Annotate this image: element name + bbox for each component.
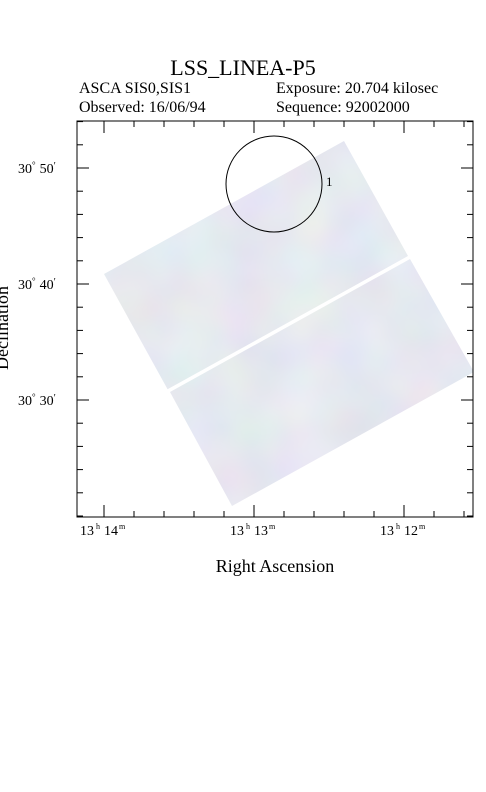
plot-frame: [76, 120, 474, 518]
y-axis-label: Declination: [0, 286, 12, 370]
x-tick-label: 13 h 12m: [380, 522, 426, 539]
sis-chip-upper: [104, 141, 408, 390]
sis-chip-lower: [170, 259, 473, 506]
instrument-label: ASCA SIS0,SIS1: [79, 80, 192, 97]
tick-marks: 13 h 14m 13 h 13m 13 h 12m 30° 50′ 30° 40′ 30° 30′: [18, 121, 473, 539]
y-tick-label: 30° 30′: [18, 392, 56, 409]
exposure-label: Exposure: 20.704 kilosec: [276, 80, 439, 97]
x-tick-label: 13 h 14m: [80, 522, 126, 539]
chip-gap: [166, 254, 412, 393]
plot-title: LSS_LINEA-P5: [170, 55, 316, 80]
source-label: 1: [326, 174, 333, 189]
source-circle: [225, 135, 323, 233]
sequence-label: Sequence: 92002000: [276, 99, 410, 116]
y-tick-label: 30° 50′: [18, 160, 56, 177]
x-tick-label: 13 h 13m: [230, 522, 276, 539]
y-tick-label: 30° 40′: [18, 276, 56, 293]
x-axis-label: Right Ascension: [215, 556, 335, 576]
observed-label: Observed: 16/06/94: [79, 99, 206, 116]
